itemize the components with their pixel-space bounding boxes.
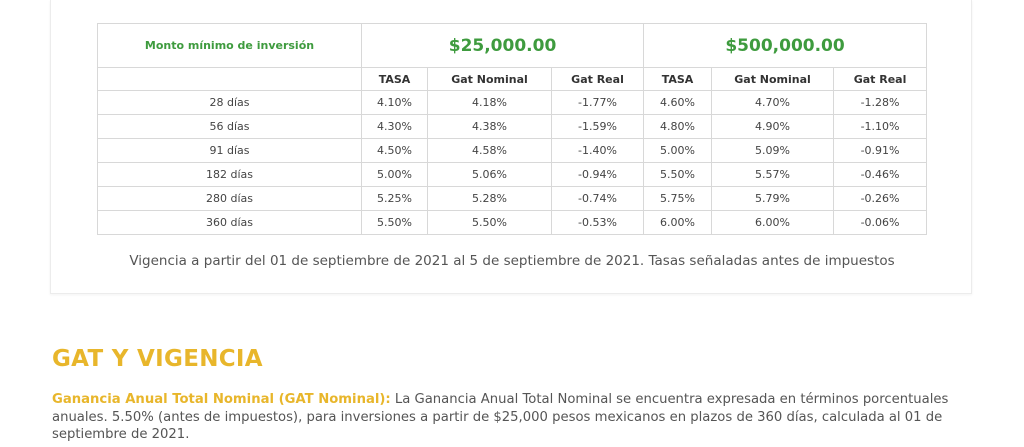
table-row: 360 días 5.50% 5.50% -0.53% 6.00% 6.00% … — [97, 210, 928, 235]
rate-cell: 4.10% — [361, 90, 428, 115]
gat-real-cell: -1.77% — [550, 90, 645, 115]
vigencia-note: Vigencia a partir del 01 de septiembre d… — [129, 253, 895, 269]
gat-real-cell: -0.46% — [833, 162, 928, 187]
gat-paragraph: Ganancia Anual Total Nominal (GAT Nomina… — [52, 391, 967, 444]
col-header: Gat Real — [550, 67, 645, 91]
col-header: TASA — [361, 67, 428, 91]
rates-card — [50, 0, 972, 294]
gat-nominal-cell: 4.90% — [711, 114, 835, 139]
column-header-row: TASA Gat Nominal Gat Real TASA Gat Nomin… — [97, 67, 928, 91]
gat-nominal-cell: 4.18% — [427, 90, 552, 115]
gat-real-cell: -0.74% — [550, 186, 645, 211]
rate-cell: 5.00% — [361, 162, 428, 187]
gat-real-cell: -0.94% — [550, 162, 645, 187]
term-cell: 56 días — [97, 114, 362, 139]
col-header: Gat Real — [833, 67, 928, 91]
gat-nominal-cell: 4.70% — [711, 90, 835, 115]
gat-lead: Ganancia Anual Total Nominal (GAT Nomina… — [52, 392, 391, 407]
rate-cell: 5.50% — [643, 162, 713, 187]
table-row: 91 días 4.50% 4.58% -1.40% 5.00% 5.09% -… — [97, 138, 928, 163]
rate-cell: 4.30% — [361, 114, 428, 139]
gat-body: La Ganancia Anual Total Nominal se encue… — [52, 392, 949, 442]
gat-nominal-cell: 5.28% — [427, 186, 552, 211]
gat-real-cell: -0.53% — [550, 210, 645, 235]
term-cell: 280 días — [97, 186, 362, 211]
amount-b-header: $500,000.00 — [643, 23, 928, 68]
rate-cell: 4.60% — [643, 90, 713, 115]
table-row: 56 días 4.30% 4.38% -1.59% 4.80% 4.90% -… — [97, 114, 928, 139]
rate-cell: 5.00% — [643, 138, 713, 163]
gat-nominal-cell: 4.58% — [427, 138, 552, 163]
term-cell: 360 días — [97, 210, 362, 235]
gat-real-cell: -1.28% — [833, 90, 928, 115]
term-header — [97, 67, 362, 91]
gat-nominal-cell: 5.50% — [427, 210, 552, 235]
gat-real-cell: -0.06% — [833, 210, 928, 235]
col-header: Gat Nominal — [427, 67, 552, 91]
amount-header-row: Monto mínimo de inversión $25,000.00 $50… — [97, 23, 928, 68]
gat-nominal-cell: 6.00% — [711, 210, 835, 235]
gat-nominal-cell: 5.79% — [711, 186, 835, 211]
amount-a-header: $25,000.00 — [360, 23, 645, 68]
table-row: 280 días 5.25% 5.28% -0.74% 5.75% 5.79% … — [97, 186, 928, 211]
col-header: TASA — [643, 67, 713, 91]
rate-cell: 4.50% — [361, 138, 428, 163]
section-title: GAT Y VIGENCIA — [52, 346, 263, 372]
gat-nominal-cell: 5.57% — [711, 162, 835, 187]
rate-cell: 6.00% — [643, 210, 713, 235]
rates-table: Monto mínimo de inversión $25,000.00 $50… — [97, 23, 928, 235]
table-row: 182 días 5.00% 5.06% -0.94% 5.50% 5.57% … — [97, 162, 928, 187]
rate-cell: 5.25% — [361, 186, 428, 211]
gat-nominal-cell: 5.06% — [427, 162, 552, 187]
gat-nominal-cell: 5.09% — [711, 138, 835, 163]
gat-real-cell: -0.91% — [833, 138, 928, 163]
col-header: Gat Nominal — [711, 67, 835, 91]
rate-cell: 5.75% — [643, 186, 713, 211]
min-investment-label: Monto mínimo de inversión — [97, 23, 362, 68]
term-cell: 182 días — [97, 162, 362, 187]
term-cell: 28 días — [97, 90, 362, 115]
term-cell: 91 días — [97, 138, 362, 163]
gat-real-cell: -1.40% — [550, 138, 645, 163]
rate-cell: 4.80% — [643, 114, 713, 139]
gat-real-cell: -1.10% — [833, 114, 928, 139]
gat-real-cell: -1.59% — [550, 114, 645, 139]
gat-real-cell: -0.26% — [833, 186, 928, 211]
gat-nominal-cell: 4.38% — [427, 114, 552, 139]
rate-cell: 5.50% — [361, 210, 428, 235]
table-row: 28 días 4.10% 4.18% -1.77% 4.60% 4.70% -… — [97, 90, 928, 115]
